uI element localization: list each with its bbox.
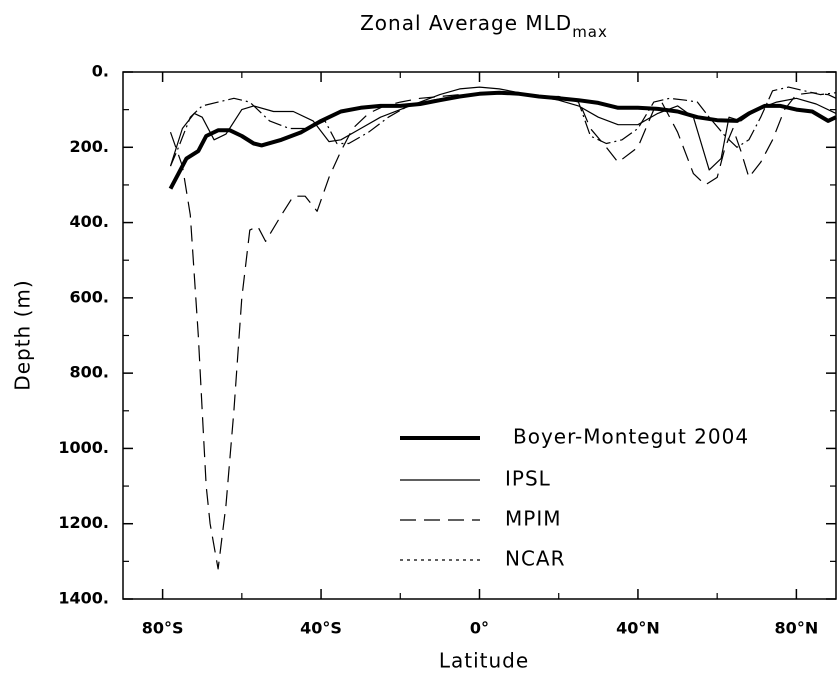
y-tick-label: 0. — [92, 62, 109, 81]
x-axis-label: Latitude — [439, 649, 529, 673]
chart-title: Zonal Average MLDmax — [360, 11, 608, 41]
data-line — [169, 92, 837, 570]
title-main: Zonal Average MLD — [360, 11, 572, 35]
y-axis-label: Depth (m) — [11, 279, 35, 390]
y-tick-label: 1000. — [58, 438, 109, 457]
y-tick-label: 1400. — [58, 589, 109, 608]
y-tick-label: 1200. — [58, 513, 109, 532]
y-tick-label: 800. — [70, 363, 109, 382]
y-tick-label: 200. — [70, 137, 109, 156]
data-line — [169, 86, 837, 167]
legend-label: NCAR — [505, 547, 566, 571]
data-line — [169, 86, 837, 171]
title-subscript: max — [572, 23, 608, 41]
x-tick-label: 40°N — [616, 619, 660, 638]
data-line — [168, 90, 837, 190]
legend-label: MPIM — [505, 507, 561, 531]
y-tick-label: 400. — [70, 212, 109, 231]
x-tick-label: 0° — [470, 619, 489, 638]
y-tick-label: 600. — [70, 287, 109, 306]
x-tick-label: 40°S — [300, 619, 342, 638]
legend-label: Boyer-Montegut 2004 — [513, 425, 749, 449]
legend-label: IPSL — [505, 467, 551, 491]
x-tick-label: 80°S — [142, 619, 184, 638]
x-tick-label: 80°N — [775, 619, 819, 638]
